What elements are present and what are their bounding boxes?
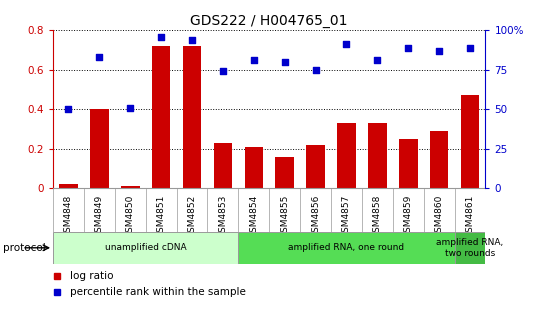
Text: GSM4853: GSM4853: [218, 195, 228, 238]
Bar: [461, 95, 479, 188]
Bar: [238, 232, 455, 264]
Text: GSM4851: GSM4851: [157, 195, 166, 238]
Bar: [276, 157, 294, 188]
Point: [404, 45, 413, 50]
Bar: [368, 123, 387, 188]
Bar: [306, 145, 325, 188]
Bar: [183, 46, 201, 188]
Point: [435, 48, 444, 53]
Text: protocol: protocol: [3, 243, 46, 253]
Text: amplified RNA,
two rounds: amplified RNA, two rounds: [436, 238, 504, 257]
Bar: [214, 143, 232, 188]
Text: GSM4857: GSM4857: [342, 195, 351, 238]
Text: GSM4854: GSM4854: [249, 195, 258, 238]
Point: [64, 107, 73, 112]
Bar: [121, 186, 140, 188]
Text: GSM4856: GSM4856: [311, 195, 320, 238]
Point: [311, 67, 320, 73]
Bar: [430, 131, 449, 188]
Point: [218, 69, 227, 74]
Text: GSM4855: GSM4855: [280, 195, 289, 238]
Point: [280, 59, 289, 65]
Text: GSM4848: GSM4848: [64, 195, 73, 238]
Bar: [152, 46, 170, 188]
Bar: [399, 139, 417, 188]
Text: unamplified cDNA: unamplified cDNA: [105, 243, 186, 252]
Text: GSM4861: GSM4861: [465, 195, 474, 238]
Point: [342, 42, 351, 47]
Point: [126, 105, 134, 110]
Point: [465, 45, 474, 50]
Text: GSM4849: GSM4849: [95, 195, 104, 238]
Point: [373, 57, 382, 63]
Text: log ratio: log ratio: [70, 270, 114, 281]
Text: amplified RNA, one round: amplified RNA, one round: [288, 243, 405, 252]
Point: [157, 34, 166, 39]
Bar: [53, 232, 238, 264]
Bar: [90, 109, 109, 188]
Point: [249, 57, 258, 63]
Text: GSM4859: GSM4859: [404, 195, 413, 238]
Point: [187, 37, 196, 42]
Text: GSM4860: GSM4860: [435, 195, 444, 238]
Bar: [337, 123, 356, 188]
Point: [95, 54, 104, 60]
Text: GSM4852: GSM4852: [187, 195, 196, 238]
Bar: [455, 232, 485, 264]
Text: GSM4858: GSM4858: [373, 195, 382, 238]
Text: percentile rank within the sample: percentile rank within the sample: [70, 287, 246, 297]
Text: GSM4850: GSM4850: [126, 195, 134, 238]
Title: GDS222 / H004765_01: GDS222 / H004765_01: [190, 14, 348, 28]
Bar: [59, 184, 78, 188]
Bar: [244, 147, 263, 188]
